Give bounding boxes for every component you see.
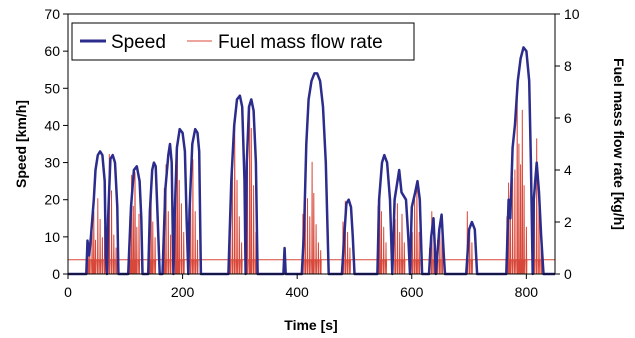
legend-label-speed: Speed xyxy=(111,32,166,53)
y-axis-ticks: 0 10 20 30 40 50 60 70 xyxy=(44,6,68,282)
legend-box xyxy=(71,22,415,61)
y2-axis-label: Fuel mass flow rate [kg/h] xyxy=(611,58,627,230)
y-tick-label: 30 xyxy=(44,155,60,171)
y-tick-label: 40 xyxy=(44,117,60,133)
x-tick-label: 800 xyxy=(515,284,539,300)
x-tick-label: 0 xyxy=(64,284,72,300)
x-tick-label: 200 xyxy=(171,284,195,300)
y2-tick-label: 10 xyxy=(564,6,580,22)
legend-label-fuel: Fuel mass flow rate xyxy=(218,32,383,53)
y2-tick-label: 2 xyxy=(564,214,572,230)
y2-tick-label: 8 xyxy=(564,58,572,74)
x-axis-label: Time [s] xyxy=(284,317,337,333)
x-tick-label: 600 xyxy=(400,284,424,300)
y-tick-label: 70 xyxy=(44,6,60,22)
y2-tick-label: 4 xyxy=(564,162,572,178)
x-tick-label: 400 xyxy=(285,284,309,300)
y2-axis-ticks: 0 2 4 6 8 10 xyxy=(555,6,580,282)
y-tick-label: 0 xyxy=(52,266,60,282)
y2-tick-label: 0 xyxy=(564,266,572,282)
y-tick-label: 50 xyxy=(44,80,60,96)
plot-frame xyxy=(67,13,556,275)
y-tick-label: 60 xyxy=(44,43,60,59)
y-tick-label: 20 xyxy=(44,192,60,208)
y-axis-label: Speed [km/h] xyxy=(13,100,29,188)
y-tick-label: 10 xyxy=(44,229,60,245)
legend: Speed Fuel mass flow rate xyxy=(71,22,415,61)
x-axis-ticks: 0 200 400 600 800 xyxy=(64,274,538,300)
y2-tick-label: 6 xyxy=(564,110,572,126)
